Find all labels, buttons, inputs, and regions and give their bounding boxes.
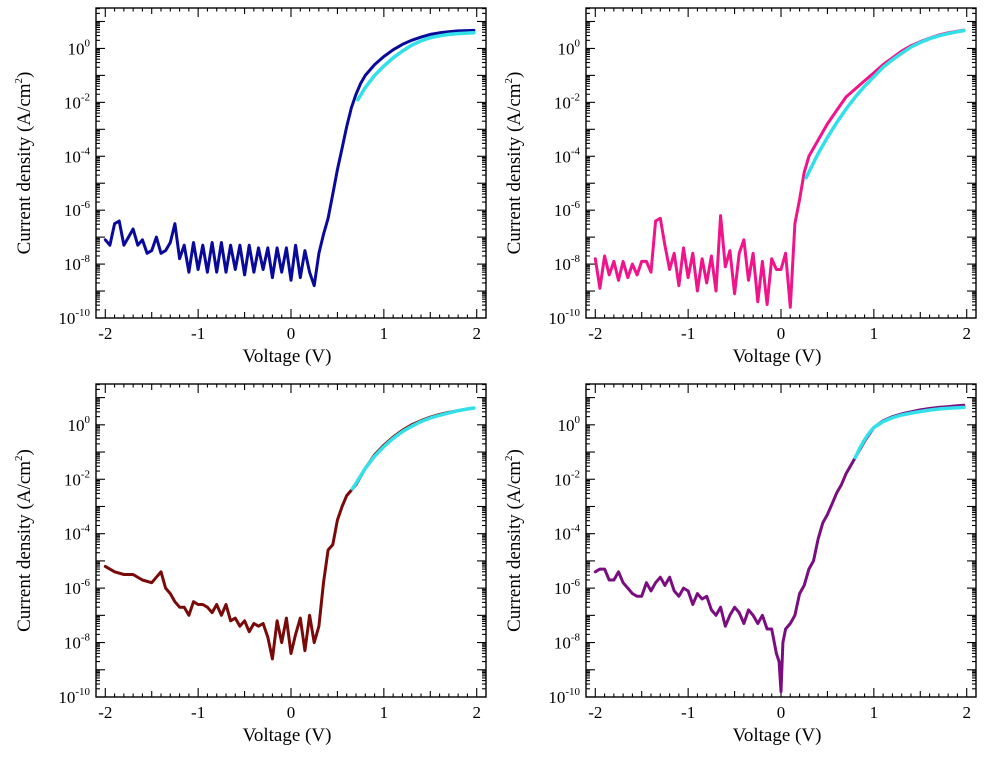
- y-tick-label: 100: [558, 37, 581, 58]
- data-series-line: [103, 28, 476, 288]
- y-tick-label: 10-10: [58, 686, 90, 707]
- x-axis-title: Voltage (V): [733, 346, 822, 367]
- x-tick-label: 1: [380, 703, 389, 722]
- chart-panel-1: -2 -1 0 1 2 100 10-2 10-4 10-6 10-8 10-10 Voltage (…: [13, 7, 487, 367]
- y-tick-label: 10-2: [554, 91, 580, 112]
- y-tick-label: 10-4: [554, 523, 581, 544]
- x-tick-label: 0: [287, 703, 296, 722]
- fit-curve-line: [356, 31, 476, 102]
- x-tick-label: 0: [777, 703, 786, 722]
- y-axis-title: Current density (A/cm2): [13, 72, 35, 255]
- fit-curve-line: [804, 28, 966, 180]
- x-tick-label: 2: [962, 324, 971, 343]
- x-tick-label: 1: [380, 324, 389, 343]
- x-tick-label: -2: [588, 703, 602, 722]
- fit-curve-line: [350, 406, 476, 491]
- x-tick-label: 2: [472, 703, 481, 722]
- data-series-line: [593, 403, 966, 694]
- x-tick-label: 1: [870, 324, 879, 343]
- chart-panel-3: -2 -1 0 1 2 100 10-2 10-4 10-6 10-8 10-10 Voltage (…: [13, 383, 487, 746]
- y-tick-label: 10-10: [548, 686, 580, 707]
- y-tick-label: 10-2: [554, 468, 580, 489]
- y-tick-label: 10-10: [58, 307, 90, 328]
- x-tick-label: -1: [681, 324, 695, 343]
- chart-panel-4: -2 -1 0 1 2 100 10-2 10-4 10-6 10-8 10-10 Voltage (…: [503, 383, 977, 746]
- y-tick-label: 10-6: [64, 577, 91, 598]
- y-tick-label: 10-6: [64, 199, 91, 220]
- y-tick-label: 10-8: [64, 253, 91, 274]
- x-tick-label: -1: [681, 703, 695, 722]
- y-tick-label: 10-6: [554, 577, 581, 598]
- x-tick-label: 2: [472, 324, 481, 343]
- x-tick-label: -2: [588, 324, 602, 343]
- x-axis-title: Voltage (V): [243, 725, 332, 746]
- x-tick-label: 1: [870, 703, 879, 722]
- plot-frame: [585, 7, 977, 319]
- y-tick-label: 10-4: [64, 145, 91, 166]
- x-tick-label: -2: [98, 324, 112, 343]
- y-tick-label: 100: [68, 414, 91, 435]
- y-axis-title: Current density (A/cm2): [503, 449, 525, 632]
- y-tick-label: 100: [558, 414, 581, 435]
- x-tick-label: -1: [191, 324, 205, 343]
- y-tick-label: 10-4: [64, 523, 91, 544]
- x-tick-label: 2: [962, 703, 971, 722]
- y-tick-label: 10-6: [554, 199, 581, 220]
- y-tick-label: 10-2: [64, 91, 90, 112]
- y-tick-label: 10-8: [554, 253, 581, 274]
- x-axis-title: Voltage (V): [243, 346, 332, 367]
- y-tick-label: 10-10: [548, 307, 580, 328]
- x-tick-label: 0: [287, 324, 296, 343]
- x-tick-label: -2: [98, 703, 112, 722]
- y-tick-label: 10-8: [64, 632, 91, 653]
- x-tick-label: -1: [191, 703, 205, 722]
- y-tick-label: 10-2: [64, 468, 90, 489]
- data-series-line: [103, 406, 476, 661]
- fit-curve-line: [853, 405, 966, 460]
- plot-frame: [585, 383, 977, 698]
- x-axis-title: Voltage (V): [733, 725, 822, 746]
- y-axis-title: Current density (A/cm2): [13, 449, 35, 632]
- y-tick-label: 10-4: [554, 145, 581, 166]
- y-tick-label: 10-8: [554, 632, 581, 653]
- y-tick-label: 100: [68, 37, 91, 58]
- chart-panel-2: -2 -1 0 1 2 100 10-2 10-4 10-6 10-8 10-10 Voltage (…: [503, 7, 977, 367]
- y-axis-title: Current density (A/cm2): [503, 72, 525, 255]
- x-tick-label: 0: [777, 324, 786, 343]
- data-series-line: [593, 28, 966, 309]
